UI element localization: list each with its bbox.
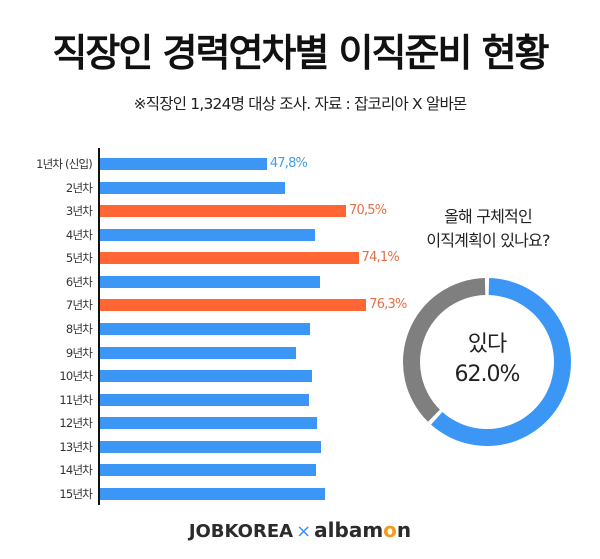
bar-row: 9년차 — [0, 345, 600, 360]
bar — [100, 158, 267, 170]
bar — [100, 322, 311, 335]
donut-segment-yes — [431, 278, 571, 446]
bar — [100, 346, 297, 359]
bar-row: 5년차 74,1% — [0, 250, 600, 266]
donut-chart — [403, 278, 571, 446]
bar-value-label: 74,1% — [361, 250, 400, 266]
bar — [100, 181, 285, 194]
collaboration-x-icon: × — [296, 521, 312, 542]
bar-category-label: 3년차 — [65, 204, 93, 219]
bar-category-label: 8년차 — [65, 321, 93, 336]
albamon-logo-text-a: albam — [314, 518, 384, 542]
bar-row: 8년차 — [0, 321, 600, 336]
bar-category-label: 6년차 — [65, 274, 93, 289]
bar-row: 11년차 — [0, 392, 600, 407]
donut-question-line2: 이직계획이 있나요? — [426, 231, 550, 250]
bar-category-label: 10년차 — [59, 369, 92, 384]
chart-subtitle: ※직장인 1,324명 대상 조사. 자료 : 잡코리아 X 알바몬 — [133, 95, 468, 113]
bar-row: 2년차 — [0, 180, 600, 195]
bar-category-label: 4년차 — [65, 227, 93, 242]
bar-row: 4년차 — [0, 227, 600, 242]
bar-row: 12년차 — [0, 416, 600, 431]
bar-category-label: 15년차 — [59, 486, 92, 501]
y-axis-line — [98, 148, 100, 505]
donut-question: 올해 구체적인 이직계획이 있나요? — [388, 205, 588, 253]
bar — [100, 464, 317, 477]
bar — [100, 487, 326, 500]
donut-segment-no — [403, 278, 486, 422]
bar-row: 10년차 — [0, 369, 600, 384]
bar-highlighted — [100, 299, 367, 312]
bar-row: 1년차 (신입) 47,8% — [0, 156, 600, 171]
bar — [100, 370, 312, 383]
donut-question-line1: 올해 구체적인 — [444, 207, 533, 226]
bar — [100, 417, 318, 430]
bar-row: 13년차 — [0, 439, 600, 454]
bar-category-label: 9년차 — [65, 345, 93, 360]
jobkorea-logo: JOBKOREA — [188, 521, 294, 542]
bar-row: 14년차 — [0, 463, 600, 478]
bar-row: 6년차 — [0, 274, 600, 289]
albamon-logo-text-b: n — [396, 518, 412, 542]
donut-center-label: 있다 — [467, 332, 507, 357]
bar-category-label: 7년차 — [65, 298, 93, 313]
bar-category-label: 11년차 — [59, 392, 92, 407]
albamon-logo: albamon — [314, 518, 411, 542]
chart-title: 직장인 경력연차별 이직준비 현황 — [52, 31, 549, 75]
donut-center-text: 있다 62.0% — [403, 330, 571, 390]
bar-highlighted — [100, 205, 347, 218]
bar-category-label: 5년차 — [65, 251, 93, 266]
bar-highlighted — [100, 252, 359, 265]
bar-category-label: 1년차 (신입) — [36, 157, 93, 171]
bar-row: 7년차 76,3% — [0, 297, 600, 313]
albamon-logo-cat-o: o — [383, 518, 397, 542]
footer-logos: JOBKOREA × albamon — [0, 518, 600, 544]
bar-value-label: 47,8% — [269, 156, 308, 171]
bar-category-label: 14년차 — [59, 463, 92, 478]
bar-value-label: 70,5% — [349, 203, 387, 219]
bar-row: 15년차 — [0, 486, 600, 501]
bar — [100, 228, 315, 241]
bar-value-label: 76,3% — [369, 297, 407, 313]
bar — [100, 275, 320, 288]
bar-category-label: 2년차 — [65, 180, 93, 195]
donut-center-value: 62.0% — [454, 362, 521, 387]
bar-category-label: 13년차 — [59, 439, 92, 454]
bar-category-label: 12년차 — [59, 416, 92, 431]
bar — [100, 393, 310, 406]
bar-row: 3년차 70,5% — [0, 203, 600, 219]
bar — [100, 440, 321, 453]
